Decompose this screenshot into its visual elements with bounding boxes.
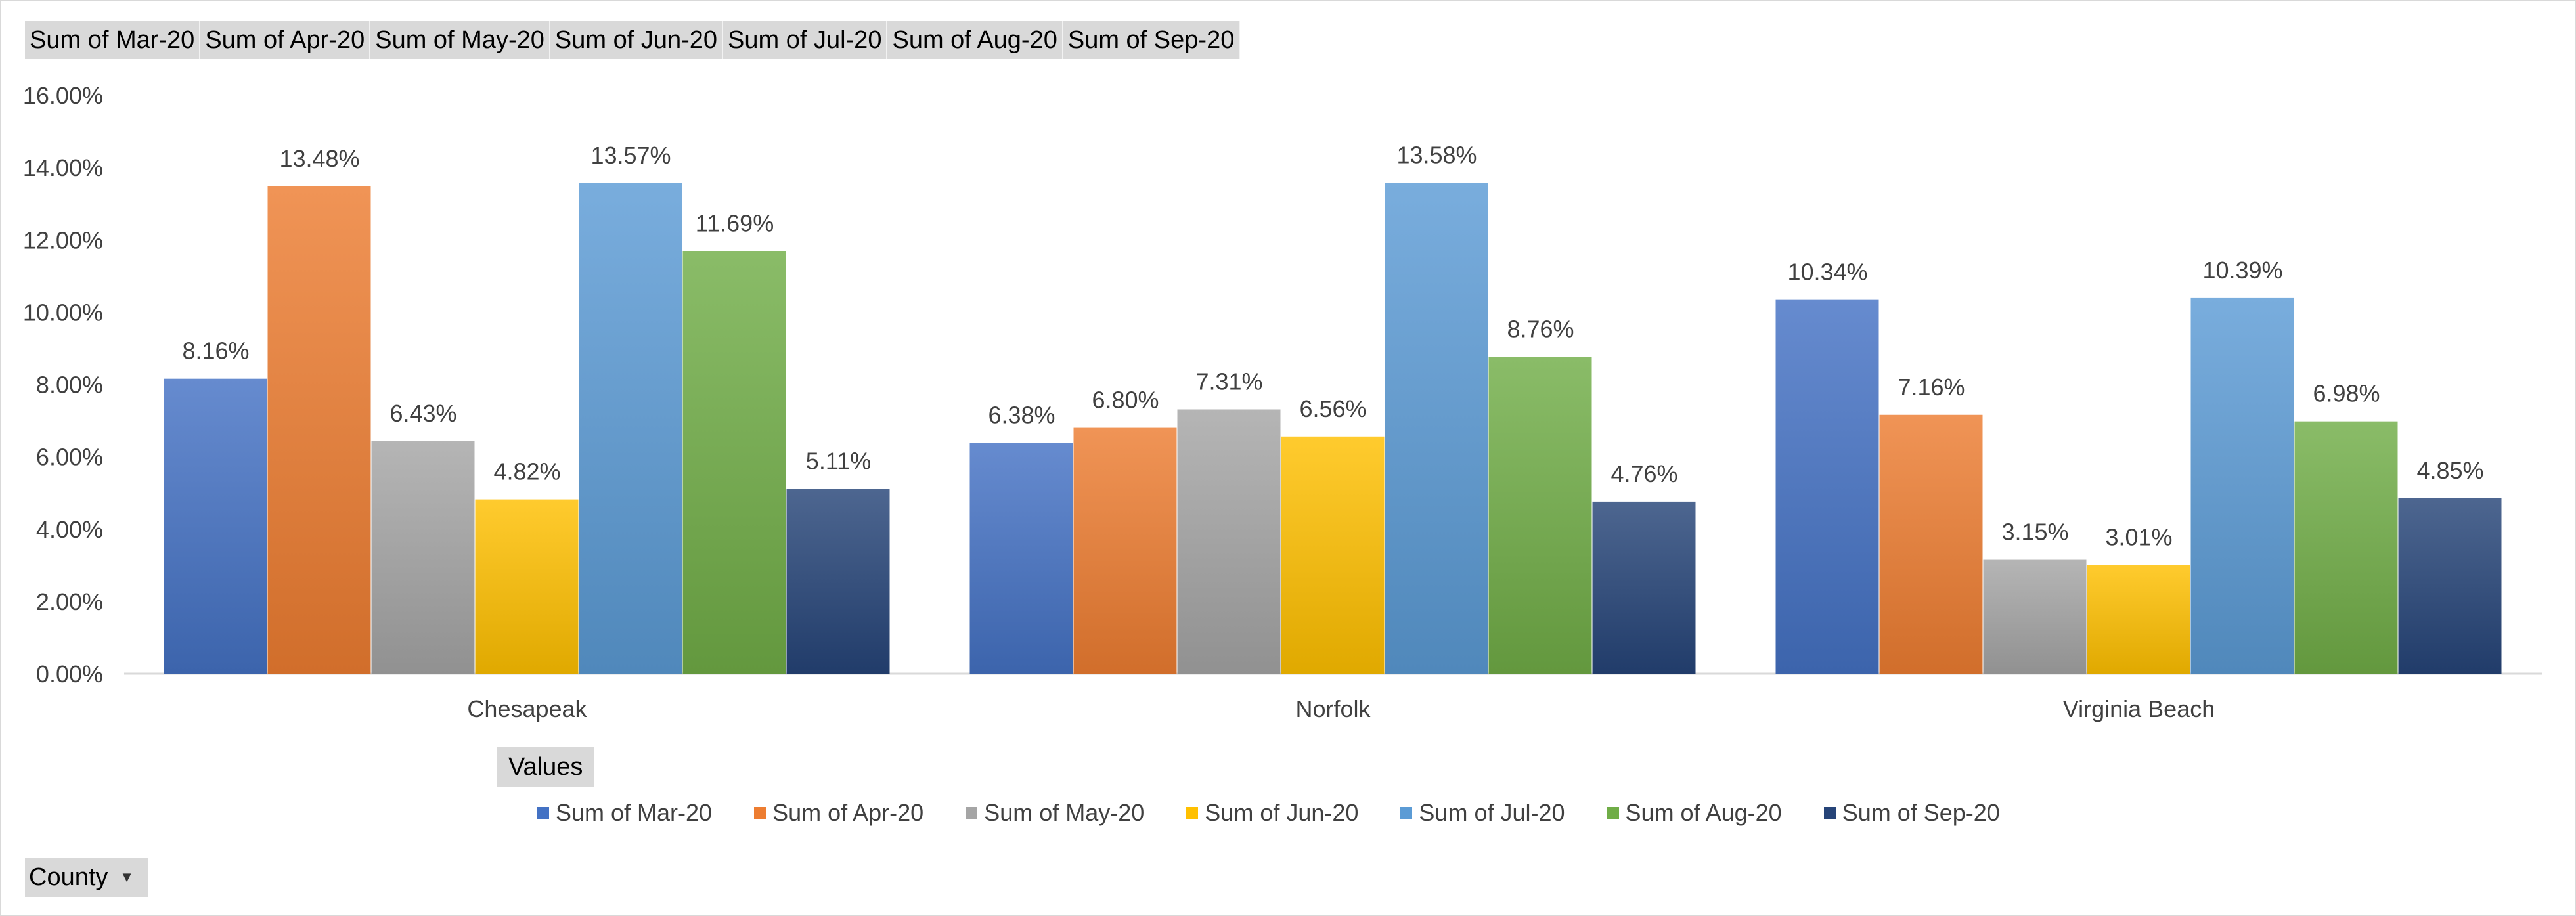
data-label: 8.76% [1507,316,1574,343]
data-label: 8.16% [182,338,249,364]
data-label: 7.16% [1898,374,1965,401]
bar [2190,297,2294,674]
legend-label: Sum of Sep-20 [1842,799,2000,826]
y-tick-label: 8.00% [36,372,103,399]
legend-label: Sum of Mar-20 [556,799,713,826]
bar [1983,559,2087,674]
bar [1592,501,1696,674]
data-label: 3.15% [2001,519,2068,546]
bar [1879,414,1983,674]
bar [2087,565,2190,674]
bar [371,441,475,674]
bar [475,499,579,674]
data-label: 4.82% [493,458,560,485]
data-label: 6.56% [1299,395,1366,422]
bar [579,183,682,674]
legend-label: Sum of Jul-20 [1419,799,1565,826]
bar [1281,436,1385,674]
field-button-aug-20[interactable]: Sum of Aug-20 [887,21,1063,59]
bar [2398,498,2502,674]
data-label: 13.58% [1396,141,1477,168]
legend-item-mar-20[interactable]: Sum of Mar-20 [537,799,712,827]
data-label: 7.31% [1195,368,1262,395]
field-button-mar-20[interactable]: Sum of Mar-20 [25,21,201,59]
legend-swatch [754,807,766,819]
y-tick-label: 6.00% [36,444,103,471]
data-label: 13.57% [590,142,671,169]
data-label: 4.85% [2416,457,2483,484]
bar [1073,427,1177,674]
x-category-label: Chesapeak [467,695,587,722]
y-tick-label: 0.00% [36,661,103,687]
y-tick-label: 16.00% [23,82,103,109]
legend-swatch [1607,807,1619,819]
bar [1385,183,1488,674]
bar [1177,409,1281,674]
data-label: 6.98% [2313,380,2380,407]
legend-label: Sum of Apr-20 [772,799,924,826]
data-label: 5.11% [806,448,871,475]
legend-item-aug-20[interactable]: Sum of Aug-20 [1607,799,1782,827]
field-button-jun-20[interactable]: Sum of Jun-20 [550,21,724,59]
bar [786,489,890,674]
bar [164,378,267,674]
values-field-button[interactable]: Values [497,747,595,787]
legend-item-sep-20[interactable]: Sum of Sep-20 [1823,799,2000,827]
chevron-down-icon[interactable]: ▼ [120,869,134,885]
x-category-label: Virginia Beach [2063,695,2215,722]
bar [2294,421,2398,674]
y-tick-label: 4.00% [36,516,103,543]
field-button-row: Sum of Mar-20 Sum of Apr-20 Sum of May-2… [25,21,1241,59]
legend-item-apr-20[interactable]: Sum of Apr-20 [754,799,923,827]
field-button-may-20[interactable]: Sum of May-20 [370,21,550,59]
legend-swatch [1823,807,1836,819]
legend-item-may-20[interactable]: Sum of May-20 [966,799,1144,827]
y-tick-label: 14.00% [23,154,103,181]
y-tick-label: 10.00% [23,299,103,326]
bar [1488,357,1592,674]
legend: Sum of Mar-20 Sum of Apr-20 Sum of May-2… [537,795,2042,831]
legend-item-jul-20[interactable]: Sum of Jul-20 [1400,799,1565,827]
legend-label: Sum of Jun-20 [1205,799,1359,826]
data-label: 3.01% [2105,523,2172,550]
field-button-sep-20[interactable]: Sum of Sep-20 [1063,21,1241,59]
data-label: 6.80% [1092,387,1159,414]
bar [969,443,1073,674]
data-label: 6.43% [389,400,456,427]
data-label: 6.38% [988,402,1055,429]
data-label: 4.76% [1610,460,1677,487]
data-label: 11.69% [696,209,774,236]
y-tick-label: 2.00% [36,588,103,615]
legend-swatch [1186,807,1199,819]
field-button-apr-20[interactable]: Sum of Apr-20 [200,21,371,59]
legend-swatch [537,807,549,819]
y-tick-label: 12.00% [23,227,103,253]
bar [682,251,786,674]
data-label: 10.34% [1787,259,1867,286]
county-filter-button[interactable]: County ▼ [25,858,148,897]
legend-label: Sum of May-20 [984,799,1145,826]
legend-swatch [966,807,978,819]
x-category-label: Norfolk [1295,695,1371,722]
data-label: 13.48% [279,145,359,172]
bar [267,186,371,674]
legend-label: Sum of Aug-20 [1625,799,1782,826]
legend-item-jun-20[interactable]: Sum of Jun-20 [1186,799,1358,827]
data-label: 10.39% [2202,257,2282,284]
legend-swatch [1400,807,1413,819]
field-button-jul-20[interactable]: Sum of Jul-20 [723,21,888,59]
bar [1775,299,1879,674]
county-filter-label: County [29,863,108,891]
